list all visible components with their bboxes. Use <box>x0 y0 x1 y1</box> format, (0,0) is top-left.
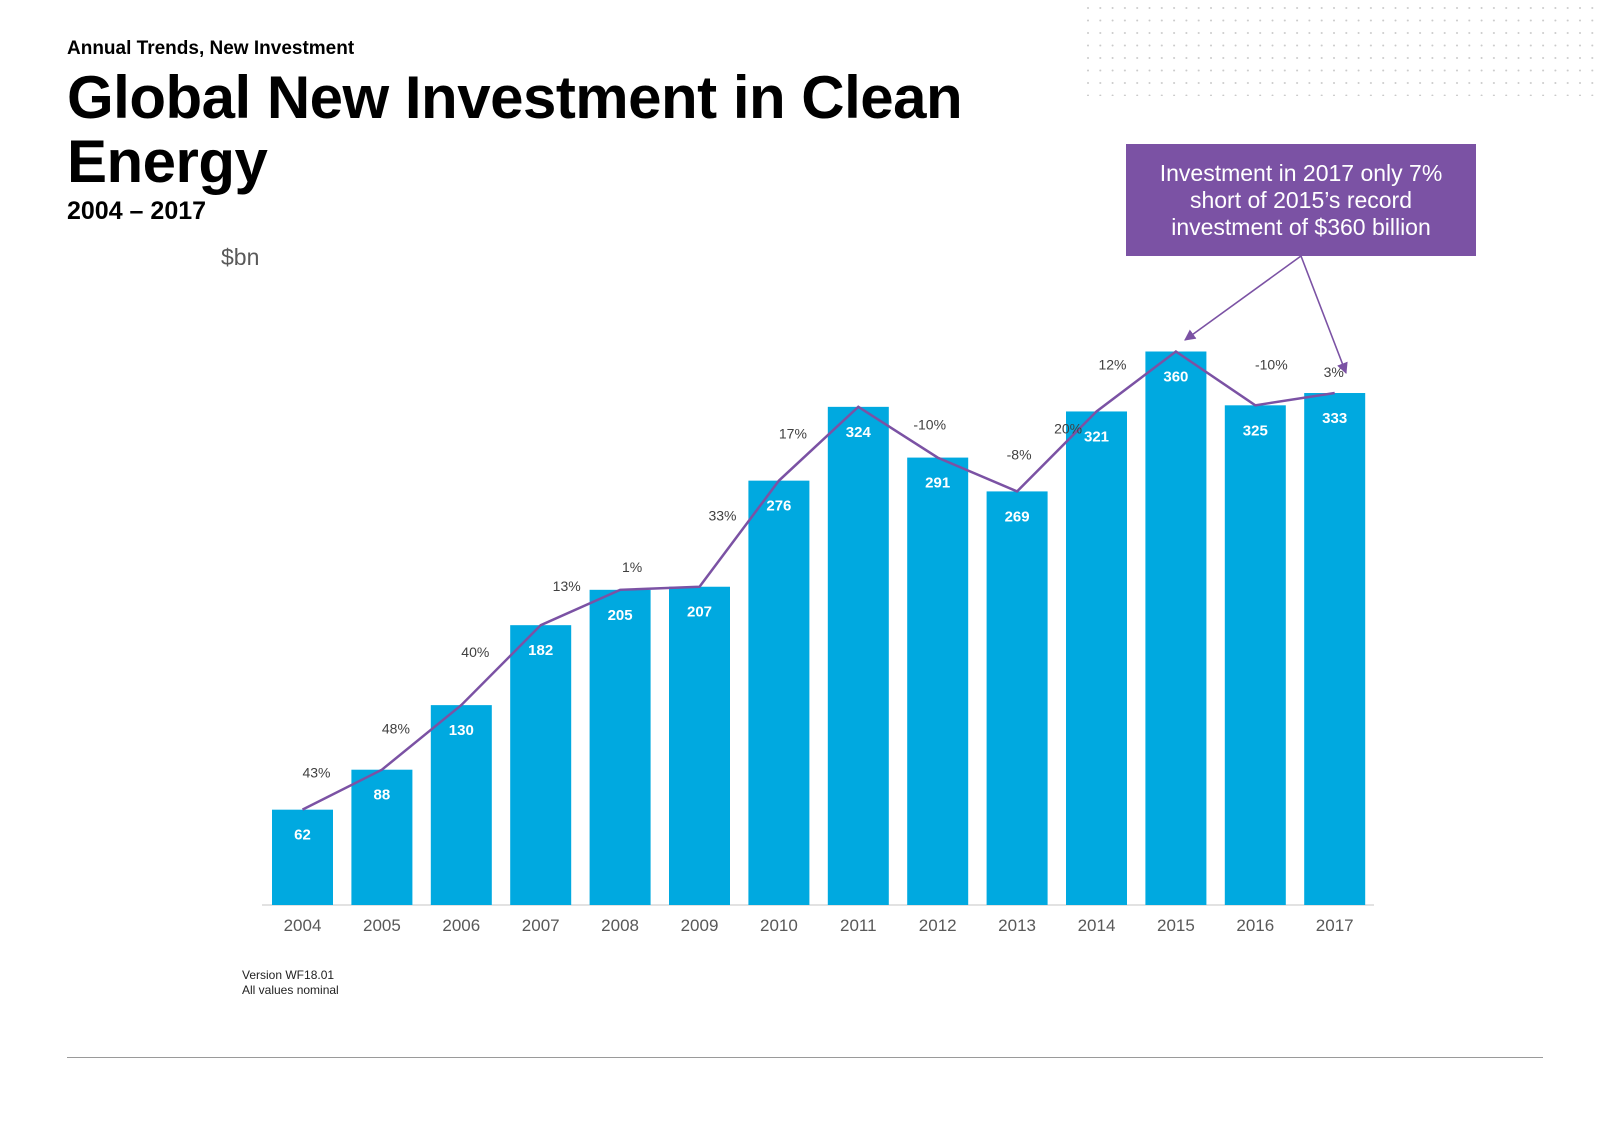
bar-value-label: 333 <box>1322 410 1347 427</box>
bar-2017 <box>1304 393 1366 905</box>
growth-label: 3% <box>1324 364 1344 380</box>
growth-label: 33% <box>708 508 736 524</box>
bar-value-label: 269 <box>1005 508 1030 525</box>
bar-2014 <box>1066 411 1127 905</box>
bar-value-label: 321 <box>1084 428 1109 445</box>
bar-value-label: 276 <box>766 498 791 515</box>
bar-2004 <box>272 809 333 905</box>
trend-line <box>301 349 1335 811</box>
growth-label: -8% <box>1007 446 1032 462</box>
growth-label: -10% <box>1255 356 1288 372</box>
year-range: 2004 – 2017 <box>67 197 207 225</box>
growth-label: 48% <box>382 721 410 737</box>
bar-value-label: 324 <box>846 424 872 441</box>
growth-label: 40% <box>461 644 489 660</box>
growth-label: -10% <box>913 417 946 433</box>
bar-value-label: 360 <box>1163 369 1188 386</box>
x-tick-label: 2016 <box>1236 916 1274 935</box>
decorative-dot-grid <box>1086 6 1598 96</box>
x-tick-label: 2017 <box>1316 916 1354 935</box>
section-subtitle: Annual Trends, New Investment <box>67 38 355 59</box>
bar-value-label: 207 <box>687 604 712 621</box>
x-tick-label: 2010 <box>760 916 798 935</box>
bar-value-label: 291 <box>925 475 950 492</box>
x-tick-label: 2014 <box>1078 916 1116 935</box>
x-tick-label: 2007 <box>522 916 560 935</box>
x-tick-label: 2015 <box>1157 916 1195 935</box>
growth-label: 43% <box>302 765 330 781</box>
bar-2012 <box>907 457 969 905</box>
bar-value-label: 130 <box>449 722 474 739</box>
unit-label: $bn <box>221 244 260 270</box>
growth-label: 13% <box>553 578 581 594</box>
x-tick-label: 2004 <box>284 916 322 935</box>
x-tick-label: 2011 <box>840 916 877 935</box>
page-title: Global New Investment in Clean Energy <box>67 64 963 195</box>
bar-2015 <box>1145 351 1207 905</box>
bar-value-label: 182 <box>528 642 553 659</box>
bar-2007 <box>510 625 572 905</box>
bar-2016 <box>1224 405 1286 905</box>
growth-label: 17% <box>779 426 807 442</box>
growth-label: 12% <box>1098 356 1126 372</box>
bar-2008 <box>589 589 651 905</box>
bar-value-label: 325 <box>1243 422 1268 439</box>
x-tick-label: 2005 <box>363 916 401 935</box>
x-tick-label: 2013 <box>998 916 1036 935</box>
bar-2009 <box>669 586 730 905</box>
bar-2010 <box>748 480 810 905</box>
bar-2005 <box>351 769 413 905</box>
bar-value-label: 205 <box>608 607 633 624</box>
bar-value-label: 62 <box>294 827 311 844</box>
values-note: All values nominal <box>242 983 339 997</box>
bar-2013 <box>986 491 1048 905</box>
x-tick-label: 2006 <box>442 916 480 935</box>
footer-divider <box>67 1057 1543 1058</box>
callout-arrow-2015 <box>1184 255 1302 341</box>
growth-label: 20% <box>1054 420 1082 436</box>
x-tick-label: 2008 <box>601 916 639 935</box>
bar-2006 <box>430 705 492 905</box>
x-tick-label: 2009 <box>681 916 719 935</box>
bar-2011 <box>827 406 889 905</box>
growth-label: 1% <box>622 559 642 575</box>
callout-box: Investment in 2017 only 7% short of 2015… <box>1126 144 1476 256</box>
callout-arrow-2017 <box>1300 255 1348 375</box>
bar-value-label: 88 <box>374 787 391 804</box>
x-tick-label: 2012 <box>919 916 957 935</box>
version-note: Version WF18.01 <box>242 968 335 982</box>
